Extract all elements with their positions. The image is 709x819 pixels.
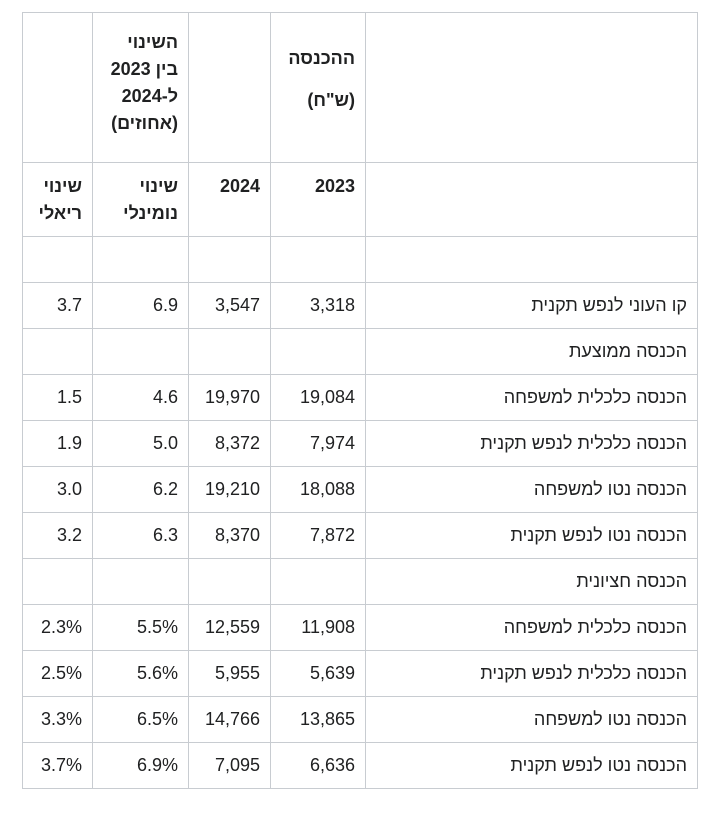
header-empty xyxy=(365,12,698,163)
cell-v2024: 19,970 xyxy=(188,374,271,421)
table-row: הכנסה נטו לנפש תקנית 6,636 7,095 6.9% 3.7% xyxy=(22,742,698,789)
cell-v2024: 3,547 xyxy=(188,282,271,329)
table-row: קו העוני לנפש תקנית 3,318 3,547 6.9 3.7 xyxy=(22,282,698,329)
table-row: הכנסה ממוצעת xyxy=(22,328,698,375)
cell-label: הכנסה נטו למשפחה xyxy=(365,466,698,513)
cell-real: 2.5% xyxy=(22,650,93,697)
cell-v2024: 8,372 xyxy=(188,420,271,467)
income-table: ההכנסה (ש"ח) השינוי בין 2023 ל-2024 (אחו… xyxy=(22,12,698,789)
header-empty xyxy=(188,12,271,163)
cell-real: 1.5 xyxy=(22,374,93,421)
subheader-row: 2023 2024 שינוי נומינלי שינוי ריאלי xyxy=(22,162,698,237)
table-row: הכנסה נטו למשפחה 18,088 19,210 6.2 3.0 xyxy=(22,466,698,513)
cell-real xyxy=(22,558,93,605)
cell-label: קו העוני לנפש תקנית xyxy=(365,282,698,329)
cell-label: הכנסה נטו לנפש תקנית xyxy=(365,742,698,789)
cell-nominal: 6.2 xyxy=(92,466,189,513)
cell-nominal: 6.5% xyxy=(92,696,189,743)
header-empty xyxy=(22,12,93,163)
cell-v2023: 7,974 xyxy=(270,420,366,467)
cell-v2024: 8,370 xyxy=(188,512,271,559)
header-2024: 2024 xyxy=(188,162,271,237)
table-row: הכנסה חציונית xyxy=(22,558,698,605)
cell-label: הכנסה ממוצעת xyxy=(365,328,698,375)
cell-v2024 xyxy=(188,328,271,375)
cell-label: הכנסה כלכלית למשפחה xyxy=(365,374,698,421)
header-row: ההכנסה (ש"ח) השינוי בין 2023 ל-2024 (אחו… xyxy=(22,12,698,163)
cell-label: הכנסה כלכלית לנפש תקנית xyxy=(365,420,698,467)
cell-v2023: 5,639 xyxy=(270,650,366,697)
cell-nominal: 6.3 xyxy=(92,512,189,559)
header-2023: 2023 xyxy=(270,162,366,237)
cell-real: 1.9 xyxy=(22,420,93,467)
cell-v2023: 6,636 xyxy=(270,742,366,789)
cell-real: 3.7% xyxy=(22,742,93,789)
cell-v2023 xyxy=(270,558,366,605)
table-row: הכנסה נטו למשפחה 13,865 14,766 6.5% 3.3% xyxy=(22,696,698,743)
cell-nominal xyxy=(92,558,189,605)
table-row: הכנסה כלכלית למשפחה 19,084 19,970 4.6 1.5 xyxy=(22,374,698,421)
table-row: הכנסה כלכלית לנפש תקנית 5,639 5,955 5.6% 2.5… xyxy=(22,650,698,697)
header-empty xyxy=(365,162,698,237)
cell-v2023: 11,908 xyxy=(270,604,366,651)
header-nominal: שינוי נומינלי xyxy=(92,162,189,237)
cell-v2023: 19,084 xyxy=(270,374,366,421)
cell-label: הכנסה כלכלית למשפחה xyxy=(365,604,698,651)
cell-nominal: 5.0 xyxy=(92,420,189,467)
header-real: שינוי ריאלי xyxy=(22,162,93,237)
cell-label: הכנסה נטו למשפחה xyxy=(365,696,698,743)
cell-real: 2.3% xyxy=(22,604,93,651)
cell-nominal: 5.6% xyxy=(92,650,189,697)
cell-nominal: 6.9% xyxy=(92,742,189,789)
cell-v2024: 19,210 xyxy=(188,466,271,513)
cell-real: 3.3% xyxy=(22,696,93,743)
cell-v2023: 3,318 xyxy=(270,282,366,329)
empty-row xyxy=(22,236,698,283)
cell-v2024 xyxy=(188,558,271,605)
table-row: הכנסה כלכלית לנפש תקנית 7,974 8,372 5.0 1.9 xyxy=(22,420,698,467)
cell-real: 3.7 xyxy=(22,282,93,329)
cell-v2023 xyxy=(270,328,366,375)
table-row: הכנסה כלכלית למשפחה 11,908 12,559 5.5% 2.3% xyxy=(22,604,698,651)
cell-v2024: 7,095 xyxy=(188,742,271,789)
cell-label: הכנסה נטו לנפש תקנית xyxy=(365,512,698,559)
cell-real xyxy=(22,328,93,375)
cell-v2024: 5,955 xyxy=(188,650,271,697)
cell-v2024: 14,766 xyxy=(188,696,271,743)
cell-label: הכנסה חציונית xyxy=(365,558,698,605)
cell-v2023: 7,872 xyxy=(270,512,366,559)
header-income: ההכנסה (ש"ח) xyxy=(270,12,366,163)
cell-v2023: 13,865 xyxy=(270,696,366,743)
cell-nominal: 5.5% xyxy=(92,604,189,651)
table-row: הכנסה נטו לנפש תקנית 7,872 8,370 6.3 3.2 xyxy=(22,512,698,559)
cell-nominal: 6.9 xyxy=(92,282,189,329)
cell-real: 3.0 xyxy=(22,466,93,513)
cell-v2023: 18,088 xyxy=(270,466,366,513)
header-change: השינוי בין 2023 ל-2024 (אחוזים) xyxy=(92,12,189,163)
cell-nominal xyxy=(92,328,189,375)
cell-nominal: 4.6 xyxy=(92,374,189,421)
cell-v2024: 12,559 xyxy=(188,604,271,651)
cell-real: 3.2 xyxy=(22,512,93,559)
cell-label: הכנסה כלכלית לנפש תקנית xyxy=(365,650,698,697)
